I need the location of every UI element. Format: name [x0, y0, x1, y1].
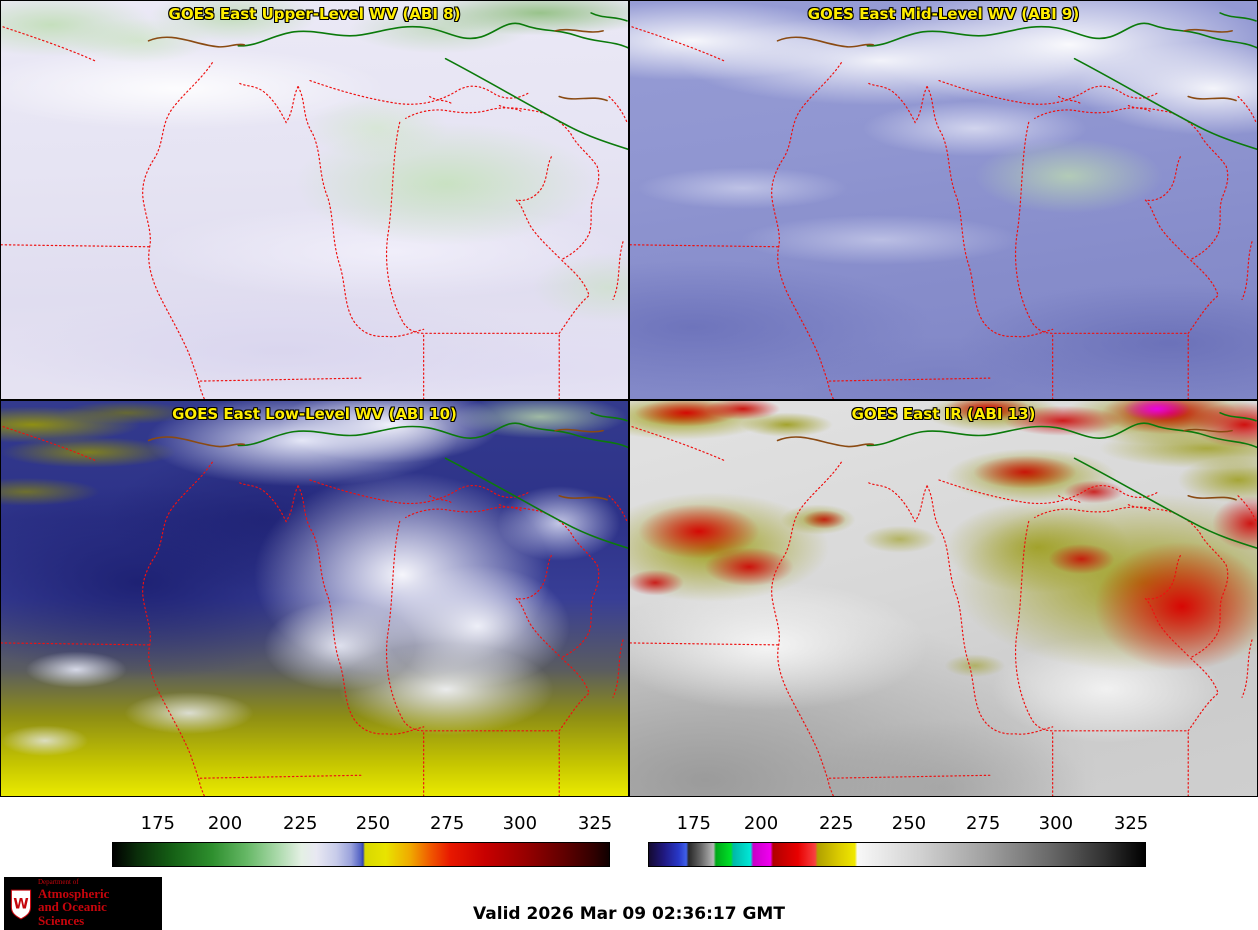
panel-ir: GOES East IR (ABI 13) — [629, 400, 1258, 797]
ir-colorbar: 175 200 225 250 275 300 325 — [648, 813, 1149, 867]
panel-upper-level-wv: GOES East Upper-Level WV (ABI 8) — [0, 0, 629, 400]
colorbar-tick-label: 300 — [1038, 813, 1074, 834]
colorbar-tick-label: 325 — [1113, 813, 1149, 834]
footer: W Department of Atmospheric and Oceanic … — [0, 875, 1258, 930]
colorbar-tick-label: 175 — [140, 813, 175, 834]
logo-text-line: Department of — [37, 878, 79, 887]
panel-title: GOES East IR (ABI 13) — [851, 405, 1036, 423]
crest-letter: W — [13, 896, 28, 912]
colorbar-tick-label: 325 — [577, 813, 613, 834]
panel-title: GOES East Upper-Level WV (ABI 8) — [168, 5, 461, 23]
uw-aos-logo: W Department of Atmospheric and Oceanic … — [4, 877, 162, 930]
colorbar-tick-label: 275 — [965, 813, 1001, 834]
wv-colorbar-gradient — [112, 842, 610, 867]
valid-timestamp: Valid 2026 Mar 09 02:36:17 GMT — [473, 904, 785, 924]
logo-text: Department of Atmospheric and Oceanic Sc… — [37, 878, 156, 928]
colorbar-row: 175 200 225 250 275 300 325 175 200 225 … — [0, 797, 1258, 875]
panel-low-level-wv: GOES East Low-Level WV (ABI 10) — [0, 400, 629, 797]
colorbar-tick-label: 300 — [502, 813, 538, 834]
logo-text-line: Atmospheric — [37, 885, 110, 901]
logo-text-line: and Oceanic Sciences — [37, 899, 107, 928]
quad-panel-grid: GOES East Upper-Level WV (ABI 8) GOES Ea… — [0, 0, 1258, 797]
colorbar-tick-label: 225 — [819, 813, 854, 834]
ir-colorbar-gradient — [648, 842, 1146, 867]
colorbar-tick-label: 175 — [676, 813, 711, 834]
wv-colorbar: 175 200 225 250 275 300 325 — [112, 813, 613, 867]
panel-title: GOES East Mid-Level WV (ABI 9) — [807, 5, 1080, 23]
colorbar-tick-label: 200 — [743, 813, 779, 834]
colorbar-tick-label: 275 — [429, 813, 465, 834]
state-boundaries-overlay — [630, 12, 1257, 399]
ir-colorbar-ticks: 175 200 225 250 275 300 325 — [648, 813, 1149, 839]
state-boundaries-overlay — [1, 412, 628, 796]
wv-colorbar-ticks: 175 200 225 250 275 300 325 — [112, 813, 613, 839]
state-boundaries-overlay — [630, 412, 1257, 796]
panel-mid-level-wv: GOES East Mid-Level WV (ABI 9) — [629, 0, 1258, 400]
colorbar-tick-label: 200 — [207, 813, 243, 834]
colorbar-tick-label: 225 — [283, 813, 318, 834]
state-boundaries-overlay — [1, 12, 628, 399]
uw-crest-icon: W — [10, 889, 32, 920]
panel-title: GOES East Low-Level WV (ABI 10) — [172, 405, 457, 423]
colorbar-tick-label: 250 — [355, 813, 391, 834]
colorbar-tick-label: 250 — [891, 813, 927, 834]
